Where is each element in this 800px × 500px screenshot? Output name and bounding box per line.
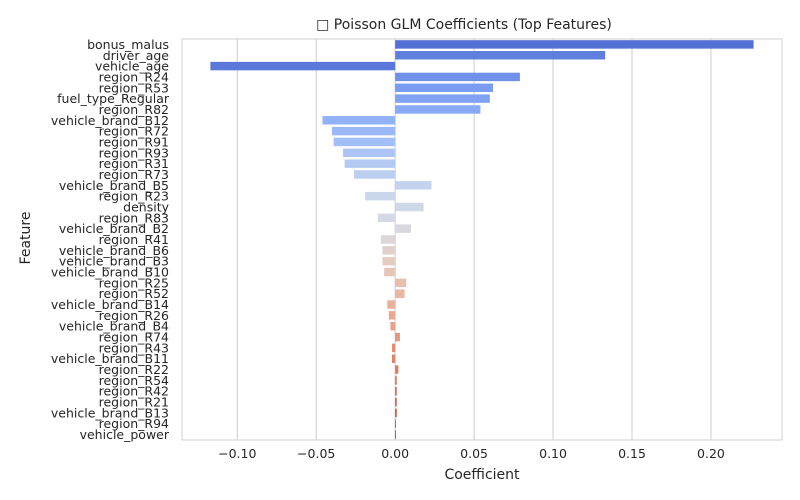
bar-region-r83 <box>378 214 395 222</box>
bar-density <box>395 203 423 211</box>
bar-vehicle-brand-b2 <box>395 224 411 232</box>
bar-region-r23 <box>365 192 395 200</box>
bar-vehicle-brand-b3 <box>383 257 396 265</box>
bar-region-r21 <box>395 398 397 406</box>
bar-bonus-malus <box>395 40 753 48</box>
bar-vehicle-brand-b5 <box>395 181 431 189</box>
x-tick-label: 0.15 <box>618 446 646 461</box>
x-tick-label: 0.00 <box>381 446 409 461</box>
x-tick-label: −0.10 <box>218 446 256 461</box>
bar-vehicle-brand-b10 <box>384 268 395 276</box>
bar-vehicle-age <box>210 62 395 70</box>
bar-region-r52 <box>395 289 404 297</box>
bar-region-r91 <box>334 138 396 146</box>
bar-vehicle-brand-b6 <box>383 246 396 254</box>
bar-vehicle-brand-b12 <box>323 116 396 124</box>
bar-region-r82 <box>395 105 480 113</box>
bar-region-r74 <box>395 333 400 341</box>
bar-driver-age <box>395 51 605 59</box>
x-tick-label: 0.05 <box>460 446 488 461</box>
bar-region-r93 <box>343 149 395 157</box>
bar-region-r43 <box>392 344 395 352</box>
chart-title: □ Poisson GLM Coefficients (Top Features… <box>316 17 612 33</box>
bar-vehicle-brand-b4 <box>390 322 395 330</box>
bar-region-r41 <box>381 235 395 243</box>
x-tick-label: 0.10 <box>539 446 567 461</box>
x-tick-label: −0.05 <box>297 446 335 461</box>
bar-vehicle-brand-b11 <box>392 354 395 362</box>
bar-region-r53 <box>395 84 493 92</box>
x-tick-label: 0.20 <box>697 446 725 461</box>
bar-region-r24 <box>395 73 520 81</box>
bar-region-r26 <box>389 311 395 319</box>
bar-region-r94 <box>395 420 396 428</box>
bar-region-r31 <box>345 159 396 167</box>
bar-region-r72 <box>332 127 395 135</box>
y-axis-title: Feature <box>18 212 34 265</box>
bar-vehicle-brand-b14 <box>387 300 395 308</box>
bar-fuel-type-regular <box>395 94 490 102</box>
y-tick-label: vehicle_power <box>80 427 170 442</box>
bar-region-r54 <box>395 376 397 384</box>
bar-region-r25 <box>395 279 406 287</box>
bar-vehicle-brand-b13 <box>395 409 397 417</box>
bar-region-r22 <box>395 365 398 373</box>
bar-vehicle-power <box>395 430 396 438</box>
bar-region-r73 <box>354 170 395 178</box>
bar-region-r42 <box>395 387 397 395</box>
x-axis-title: Coefficient <box>444 467 520 483</box>
